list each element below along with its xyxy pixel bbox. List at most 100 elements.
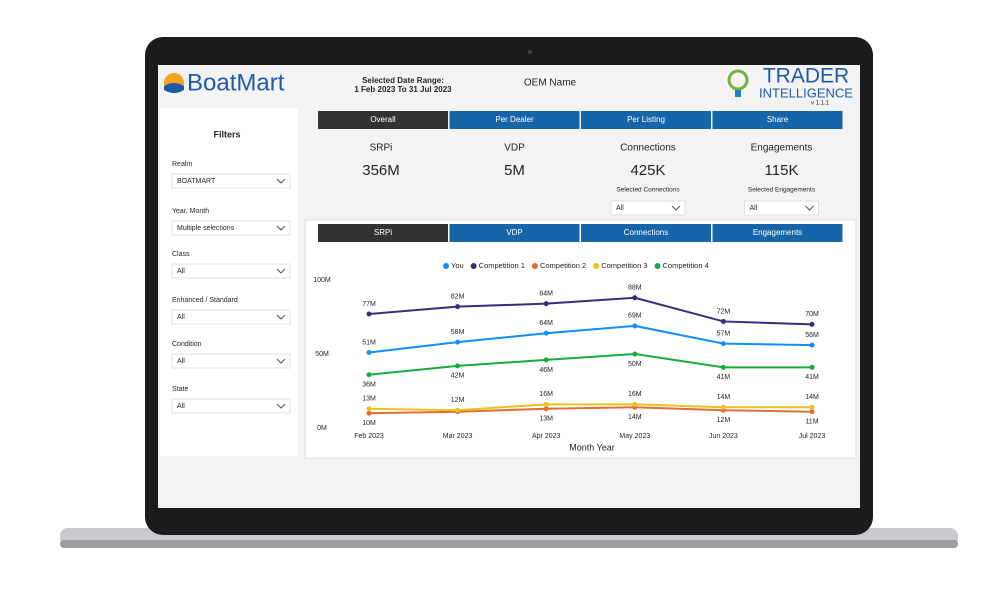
data-label: 46M <box>539 367 553 374</box>
data-label: 50M <box>628 361 642 368</box>
data-label: 51M <box>362 339 376 346</box>
data-point <box>455 363 461 369</box>
dropdown[interactable] <box>610 200 686 216</box>
data-label: 42M <box>451 373 465 380</box>
x-tick-label: Apr 2023 <box>532 433 561 440</box>
data-label: 16M <box>628 391 642 398</box>
legend-label: Competition 2 <box>540 261 586 270</box>
data-point <box>366 410 372 416</box>
chevron <box>276 358 286 364</box>
kpi-label: SRPi <box>370 143 393 154</box>
data-point <box>455 304 461 310</box>
chevron <box>671 205 681 211</box>
data-label: 14M <box>628 414 642 421</box>
x-tick-label: Mar 2023 <box>443 433 473 440</box>
camera <box>528 50 532 54</box>
y-tick-label: 0M <box>317 425 327 432</box>
data-label: 13M <box>539 416 553 423</box>
data-point <box>455 407 461 413</box>
data-label: 12M <box>451 397 465 404</box>
y-tick-label: 100M <box>313 277 331 284</box>
y-tick-label: 50M <box>315 351 329 358</box>
data-point <box>720 318 726 324</box>
data-label: 58M <box>451 329 465 336</box>
filter-panel <box>160 108 298 456</box>
oem-name: OEM Name <box>524 78 577 89</box>
dropdown[interactable] <box>171 398 291 414</box>
data-point <box>543 406 549 412</box>
tab[interactable] <box>581 224 711 242</box>
dropdown[interactable] <box>171 263 291 279</box>
data-label: 72M <box>717 308 731 315</box>
data-point <box>543 330 549 336</box>
tab-label: Share <box>767 115 789 124</box>
data-label: 82M <box>451 293 465 300</box>
kpi-value: 115K <box>765 162 799 179</box>
kpi-selector-label: Selected Engagements <box>748 187 816 194</box>
dropdown-value: All <box>177 403 185 410</box>
dropdown[interactable] <box>744 200 819 216</box>
data-point <box>366 406 372 412</box>
tab[interactable] <box>712 224 843 242</box>
tab-label: Engagements <box>753 228 802 237</box>
dropdown-value: All <box>177 314 185 321</box>
data-point <box>720 341 726 347</box>
brand-wave <box>164 83 184 93</box>
data-label: 57M <box>717 330 731 337</box>
data-label: 56M <box>805 332 819 339</box>
chevron <box>276 268 286 274</box>
legend-label: Competition 3 <box>601 261 647 270</box>
data-label: 69M <box>628 313 642 320</box>
filter-label: Year, Month <box>172 208 209 215</box>
data-point <box>720 364 726 370</box>
tab-label: Connections <box>624 228 668 237</box>
kpi-selector-label: Selected Connections <box>616 187 680 194</box>
dropdown-value: All <box>177 358 185 365</box>
tab[interactable] <box>318 111 448 129</box>
dropdown-value: All <box>750 205 758 212</box>
data-point <box>632 351 638 357</box>
legend-marker <box>654 263 661 269</box>
data-label: 10M <box>362 420 376 427</box>
kpi-label: Engagements <box>751 143 813 154</box>
chart-panel <box>304 219 857 459</box>
data-point <box>543 357 549 363</box>
dropdown[interactable] <box>171 353 291 369</box>
tab-label: Per Dealer <box>495 115 534 124</box>
data-point <box>632 323 638 329</box>
chevron <box>276 314 286 320</box>
dropdown[interactable] <box>171 173 291 189</box>
tab-label: Overall <box>370 115 396 124</box>
tab[interactable] <box>318 224 448 242</box>
data-label: 14M <box>805 394 819 401</box>
data-label: 13M <box>362 396 376 403</box>
data-point <box>809 321 815 327</box>
tab[interactable] <box>581 111 711 129</box>
tab-label: Per Listing <box>627 115 665 124</box>
tab-label: VDP <box>506 228 522 237</box>
x-tick-label: Jun 2023 <box>709 433 738 440</box>
tab[interactable] <box>449 224 580 242</box>
tab[interactable] <box>449 111 580 129</box>
dropdown-value: All <box>616 205 624 212</box>
series-line <box>368 324 813 354</box>
dropdown-value: All <box>177 268 185 275</box>
series-line <box>368 406 813 415</box>
chevron <box>276 403 286 409</box>
data-point <box>632 295 638 301</box>
dropdown[interactable] <box>171 309 291 325</box>
tab-label: SRPi <box>374 228 392 237</box>
tab[interactable] <box>712 111 843 129</box>
dropdown-value: BOATMART <box>177 178 216 185</box>
filter-label: Condition <box>172 341 202 348</box>
data-point <box>543 401 549 407</box>
filter-label: Enhanced / Standard <box>172 297 238 304</box>
date-range: 1 Feb 2023 To 31 Jul 2023 <box>354 85 452 94</box>
data-point <box>455 339 461 345</box>
data-label: 16M <box>539 391 553 398</box>
version: v 1.1.1 <box>811 101 830 107</box>
chevron <box>805 205 814 211</box>
dropdown[interactable] <box>171 220 291 236</box>
